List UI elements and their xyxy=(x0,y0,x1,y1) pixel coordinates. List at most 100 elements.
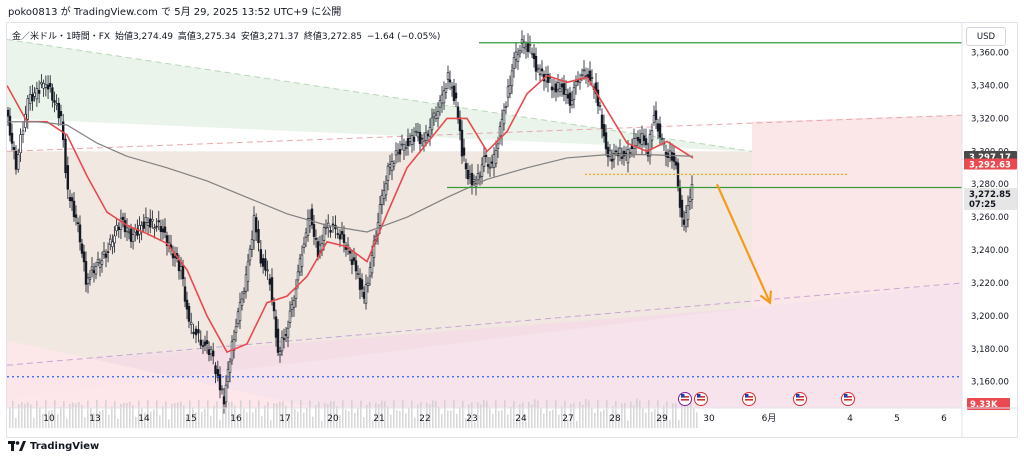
candle-body xyxy=(450,86,454,89)
volume-bar xyxy=(432,400,434,428)
candle-body xyxy=(620,156,624,159)
volume-bar xyxy=(45,400,47,428)
volume-bar xyxy=(651,411,653,428)
currency-button[interactable]: USD xyxy=(966,27,1006,46)
candle-body xyxy=(173,256,177,258)
volume-bars xyxy=(9,398,698,428)
volume-bar xyxy=(354,413,356,428)
forecast-arrowhead xyxy=(759,290,773,305)
candle-body xyxy=(530,52,534,55)
candle-body xyxy=(406,137,410,147)
x-tick-label: 13 xyxy=(89,414,100,424)
event-flag-canton xyxy=(844,394,848,398)
volume-bar xyxy=(426,402,428,428)
candle-body xyxy=(558,88,562,93)
candle-body xyxy=(151,218,154,222)
candle-body xyxy=(388,164,392,168)
price-chart[interactable]: 3,160.00 3,180.00 3,200.00 3,220.00 3,240.00… xyxy=(7,23,1018,438)
volume-bar xyxy=(522,402,524,428)
candle-body xyxy=(244,274,248,292)
candle-body xyxy=(356,273,360,275)
volume-bar xyxy=(591,407,593,428)
x-tick-label: 6月 xyxy=(762,413,777,424)
candle-body xyxy=(614,150,618,153)
candle-body xyxy=(12,147,16,150)
volume-bar xyxy=(372,421,374,428)
candle-body xyxy=(98,262,102,268)
candle-body xyxy=(526,42,530,53)
volume-bar xyxy=(465,417,467,428)
candle-body xyxy=(668,150,672,158)
volume-bar xyxy=(474,421,476,428)
event-flag-stripe xyxy=(796,399,804,401)
candle-body xyxy=(672,152,676,162)
volume-bar xyxy=(90,407,92,428)
candle-body xyxy=(268,278,272,285)
candle-body xyxy=(331,223,335,226)
y-tick-label: 3,200.00 xyxy=(971,312,1009,322)
candle-body xyxy=(259,249,263,264)
candle-body xyxy=(610,158,614,162)
volume-bar xyxy=(78,402,80,428)
x-tick-label: 5 xyxy=(894,414,900,424)
volume-bar xyxy=(42,413,44,428)
candle-body xyxy=(502,109,506,125)
volume-bar xyxy=(513,400,515,428)
candle-body xyxy=(294,288,298,299)
candle-body xyxy=(452,85,456,101)
candle-body xyxy=(308,218,312,227)
candle-body xyxy=(248,248,252,261)
volume-bar xyxy=(681,401,683,428)
x-tick-label: 6 xyxy=(941,414,947,424)
volume-bar xyxy=(483,399,485,428)
x-tick-label: 23 xyxy=(466,414,477,424)
candle-body xyxy=(440,94,444,104)
candle-body xyxy=(121,216,125,220)
candle-body xyxy=(28,94,32,104)
candle-body xyxy=(68,197,72,202)
candle-body xyxy=(304,232,308,238)
volume-bar xyxy=(447,410,449,428)
volume-bar xyxy=(171,403,173,428)
candle-body xyxy=(386,165,390,181)
forecast-arrow[interactable] xyxy=(715,183,772,304)
price-badge-ma-red-bg xyxy=(964,158,1017,170)
volume-bar xyxy=(54,400,56,428)
candle-body xyxy=(340,231,344,235)
candle-body xyxy=(282,338,286,340)
candle-body xyxy=(222,396,226,405)
candle-body xyxy=(46,84,50,90)
candle-body xyxy=(442,90,446,104)
volume-bar xyxy=(81,404,83,428)
candle-body xyxy=(460,129,464,157)
volume-bar xyxy=(39,407,41,428)
volume-bar xyxy=(9,407,11,428)
volume-bar xyxy=(117,418,119,428)
price-badge-ma-red-text: 3,292.63 xyxy=(969,160,1011,170)
candle-body xyxy=(456,106,460,120)
candle-body xyxy=(270,277,274,302)
volume-bar xyxy=(468,404,470,428)
volume-bar xyxy=(405,413,407,428)
volume-bar xyxy=(219,419,221,428)
chart-area[interactable]: 3,160.00 3,180.00 3,200.00 3,220.00 3,240.00… xyxy=(6,22,1018,438)
high-value: 高値3,275.34 xyxy=(177,32,237,42)
volume-bar xyxy=(33,417,35,428)
candle-body xyxy=(430,117,434,131)
volume-bar xyxy=(279,401,281,428)
candle-body xyxy=(606,146,610,158)
volume-bar xyxy=(480,404,482,428)
candle-body xyxy=(394,150,398,156)
candle-body xyxy=(312,224,316,237)
volume-bar xyxy=(195,412,197,428)
candle-body xyxy=(470,172,474,186)
candle-body xyxy=(590,77,594,79)
volume-bar xyxy=(612,406,614,428)
candle-body xyxy=(650,130,654,141)
volume-bar xyxy=(375,402,377,428)
volume-bar xyxy=(162,406,164,428)
volume-bar xyxy=(93,413,95,428)
event-flag-canton xyxy=(681,394,685,398)
candle-body xyxy=(314,238,318,240)
volume-bar xyxy=(519,404,521,428)
